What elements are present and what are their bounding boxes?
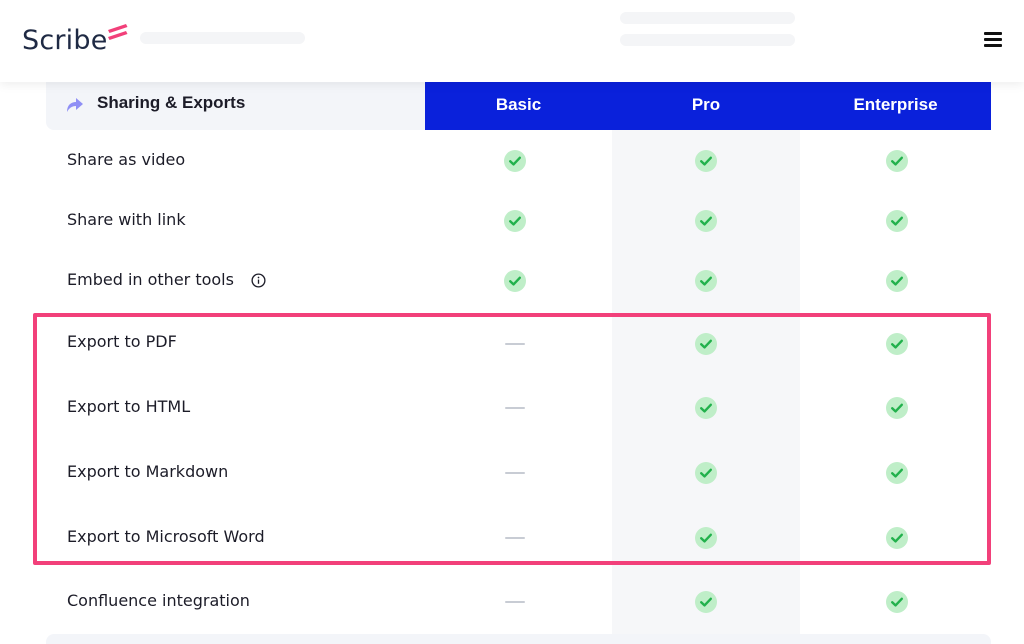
feature-label: Confluence integration [67,591,250,610]
faded-nav-placeholder [620,34,795,46]
share-arrow-icon [67,98,83,112]
plan-header-row: Basic Pro Enterprise [425,82,991,130]
highlight-box [33,313,991,565]
table-row: Share as video [0,130,1024,190]
check-icon [885,269,909,293]
table-row: Export to PDF [0,313,1024,373]
check-icon [503,269,527,293]
feature-label: Share as video [67,150,186,169]
table-row: Confluence integration [0,571,1024,631]
check-icon [694,461,718,485]
check-icon [885,590,909,614]
dash-icon [505,407,525,409]
check-icon [694,526,718,550]
check-icon [694,209,718,233]
feature-label: Export to Markdown [67,462,229,481]
dash-icon [505,472,525,474]
logo-stripes-icon [108,24,128,40]
faded-nav-placeholder [620,12,795,24]
check-icon [694,590,718,614]
check-icon [885,396,909,420]
dash-icon [505,601,525,603]
feature-label: Export to HTML [67,397,191,416]
dash-icon [505,537,525,539]
faded-nav-placeholder [140,32,305,44]
plan-enterprise-header: Enterprise [853,95,938,114]
feature-label: Export to PDF [67,332,177,351]
feature-label: Share with link [67,210,186,229]
section-title: Sharing & Exports [97,93,246,112]
check-icon [503,209,527,233]
table-row: Export to Markdown [0,443,1024,503]
check-icon [694,332,718,356]
check-icon [503,149,527,173]
plan-pro-header: Pro [691,95,721,114]
logo-text: Scribe [22,25,108,56]
section-header: Sharing & Exports [46,82,426,130]
hamburger-icon[interactable] [984,32,1006,50]
feature-label: Export to Microsoft Word [67,527,265,546]
top-navigation-bar: Scribe [0,0,1024,82]
check-icon [694,396,718,420]
dash-icon [505,343,525,345]
check-icon [885,526,909,550]
table-row: Export to HTML [0,378,1024,438]
table-row: Embed in other tools [0,250,1024,310]
next-section-header [46,634,991,644]
check-icon [885,332,909,356]
check-icon [694,269,718,293]
info-icon[interactable] [251,273,266,288]
table-row: Export to Microsoft Word [0,508,1024,568]
check-icon [694,149,718,173]
feature-label: Embed in other tools [67,270,234,289]
table-row: Share with link [0,190,1024,250]
check-icon [885,461,909,485]
check-icon [885,149,909,173]
plan-basic-header: Basic [495,95,542,114]
check-icon [885,209,909,233]
